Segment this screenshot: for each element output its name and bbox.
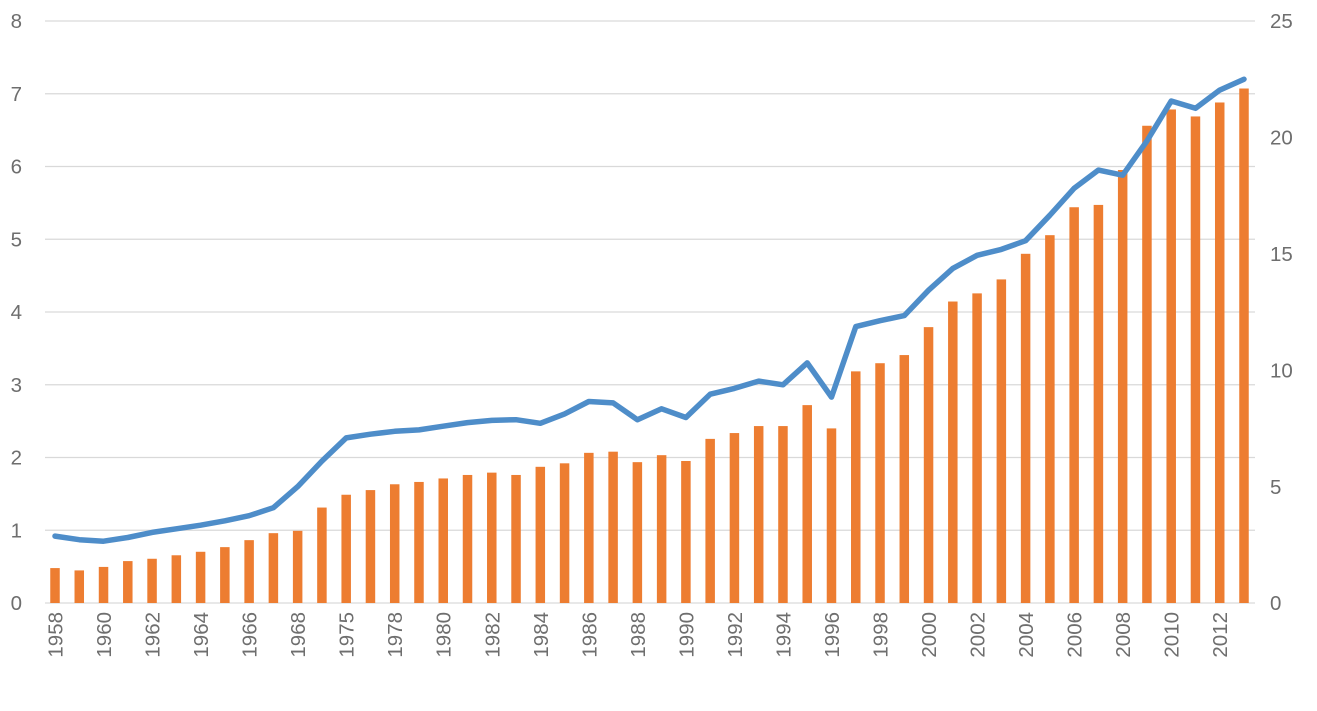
bar-1982 — [487, 472, 497, 603]
bar-1965 — [220, 547, 230, 603]
x-axis-tick-2000: 2000 — [918, 612, 941, 658]
bar-1988 — [632, 462, 643, 603]
bar-1962 — [147, 558, 157, 603]
bar-1979 — [414, 481, 424, 603]
bar-2008 — [1117, 169, 1128, 603]
bar-1992 — [729, 433, 740, 603]
y-axis-right-tick-15: 15 — [1270, 243, 1293, 266]
bar-1967 — [268, 533, 279, 603]
x-axis-tick-2002: 2002 — [967, 612, 990, 658]
x-axis-tick-1998: 1998 — [870, 612, 893, 658]
y-axis-right-tick-5: 5 — [1270, 476, 1281, 499]
bar-1980 — [438, 478, 448, 603]
bar-1993 — [753, 426, 764, 603]
y-axis-left-tick-2: 2 — [11, 447, 22, 470]
y-axis-left-tick-8: 8 — [11, 10, 22, 33]
bar-1998 — [875, 363, 885, 603]
y-axis-right-tick-0: 0 — [1270, 592, 1281, 615]
bar-1970 — [317, 507, 327, 603]
x-axis-tick-1986: 1986 — [578, 612, 601, 658]
bar-2001 — [948, 301, 958, 603]
bar-2004 — [1020, 253, 1031, 604]
x-axis-tick-2004: 2004 — [1015, 612, 1038, 658]
bar-1959 — [74, 570, 85, 603]
x-axis-tick-1994: 1994 — [772, 612, 795, 658]
y-axis-right-tick-25: 25 — [1270, 10, 1293, 33]
y-axis-right-tick-10: 10 — [1270, 359, 1293, 382]
x-axis-tick-1958: 1958 — [45, 612, 68, 658]
bar-1976 — [365, 490, 376, 603]
line-series — [52, 76, 1247, 544]
x-axis-tick-1992: 1992 — [724, 612, 747, 658]
bar-1968 — [292, 530, 303, 603]
bar-1986 — [584, 452, 594, 603]
bar-1991 — [705, 438, 715, 603]
bar-1981 — [462, 474, 473, 603]
bar-1990 — [681, 460, 691, 603]
x-axis-tick-1980: 1980 — [433, 612, 456, 658]
y-axis-left-tick-5: 5 — [11, 228, 22, 251]
x-axis-tick-2006: 2006 — [1064, 612, 1087, 658]
x-axis-tick-1964: 1964 — [190, 612, 213, 658]
bar-1997 — [851, 371, 861, 603]
bar-2003 — [996, 279, 1007, 603]
x-axis-tick-1978: 1978 — [384, 612, 407, 658]
bar-1960 — [98, 566, 109, 603]
x-axis-tick-2008: 2008 — [1112, 612, 1135, 658]
bar-1987 — [608, 451, 618, 603]
bar-2002 — [972, 293, 982, 603]
y-axis-left-tick-4: 4 — [11, 301, 22, 324]
y-axis-left-tick-6: 6 — [11, 156, 22, 179]
bar-2009 — [1142, 125, 1152, 603]
y-axis-left-tick-3: 3 — [11, 374, 22, 397]
bar-1961 — [123, 561, 133, 603]
bar-1966 — [244, 540, 254, 603]
x-axis-tick-1960: 1960 — [93, 612, 116, 658]
bar-1996 — [826, 428, 837, 603]
bar-2000 — [923, 327, 934, 603]
x-axis-tick-1962: 1962 — [142, 612, 165, 658]
x-axis-tick-1990: 1990 — [675, 612, 698, 658]
bar-2006 — [1069, 207, 1079, 604]
y-axis-right-tick-20: 20 — [1270, 127, 1293, 150]
bar-2012 — [1214, 102, 1225, 603]
y-axis-left-tick-0: 0 — [11, 592, 22, 615]
y-axis-left-tick-1: 1 — [11, 519, 22, 542]
bar-2010 — [1166, 109, 1176, 604]
x-axis-tick-1988: 1988 — [627, 612, 650, 658]
bar-1985 — [559, 463, 570, 603]
bar-1989 — [656, 455, 667, 603]
x-axis-tick-1982: 1982 — [481, 612, 504, 658]
x-axis-tick-1968: 1968 — [287, 612, 310, 658]
x-axis-tick-1996: 1996 — [821, 612, 844, 658]
bar-1963 — [171, 555, 182, 603]
bar-1984 — [535, 466, 546, 603]
bar-1975 — [341, 494, 351, 603]
bar-1999 — [899, 355, 910, 603]
bar-1995 — [802, 405, 812, 603]
x-axis-tick-1975: 1975 — [336, 612, 359, 658]
bar-1978 — [389, 484, 400, 603]
bar-2013 — [1239, 88, 1249, 603]
bar-2005 — [1045, 235, 1055, 603]
bar-1983 — [511, 474, 521, 603]
x-axis-tick-2012: 2012 — [1209, 612, 1232, 658]
bar-2011 — [1190, 116, 1201, 603]
x-axis-tick-1966: 1966 — [239, 612, 262, 658]
x-axis-tick-2010: 2010 — [1161, 612, 1184, 658]
bar-1964 — [195, 551, 206, 603]
y-axis-left-tick-7: 7 — [11, 83, 22, 106]
bar-1958 — [50, 568, 60, 603]
bar-2007 — [1093, 204, 1104, 604]
x-axis-tick-1984: 1984 — [530, 612, 553, 658]
bar-1994 — [778, 426, 788, 603]
